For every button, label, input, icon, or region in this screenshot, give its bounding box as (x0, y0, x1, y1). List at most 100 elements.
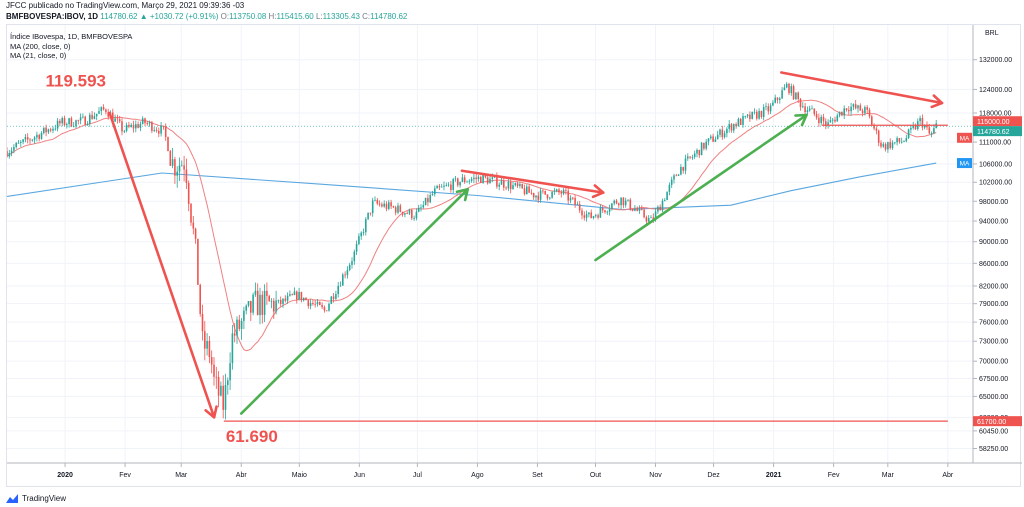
ohlc-line: BMFBOVESPA:IBOV, 1D 114780.62 ▲ +1030.72… (6, 12, 407, 21)
candle-body (611, 203, 613, 209)
candle (210, 350, 213, 374)
candle (687, 153, 689, 161)
candle-body (194, 228, 197, 239)
candle-body (546, 194, 549, 199)
candle-body (93, 116, 96, 119)
candle (733, 123, 735, 134)
candle (790, 83, 793, 96)
ma-tag-bg (957, 158, 972, 169)
candle-body (783, 87, 786, 91)
candle-body (261, 294, 264, 315)
candle-body (555, 189, 558, 192)
candle (447, 182, 450, 187)
candle-body (123, 130, 126, 132)
candle-body (325, 310, 328, 312)
x-tick-label: Jul (413, 472, 422, 479)
candle (91, 111, 93, 120)
candle (845, 108, 848, 112)
candle-body (79, 117, 82, 121)
candle-body (739, 118, 742, 125)
candle-body (491, 177, 494, 179)
candle-body (275, 300, 277, 312)
legend-ma21[interactable]: MA (21, close, 0) (10, 51, 67, 60)
candle-body (148, 122, 151, 124)
candle (693, 150, 696, 160)
candle (273, 298, 275, 320)
candle (383, 200, 385, 208)
candle (118, 115, 121, 124)
chart-area[interactable]: 132000.00 124000.00 118000.00 111000.00 1060… (6, 24, 1022, 488)
candle (834, 116, 836, 123)
candle (650, 215, 652, 219)
candle (728, 120, 730, 133)
candle-body (926, 125, 928, 128)
candle-body (224, 385, 227, 410)
candle (898, 137, 901, 144)
price-chart[interactable]: 132000.00 124000.00 118000.00 111000.00 1060… (7, 25, 1022, 488)
candle (187, 180, 190, 212)
candle (413, 215, 415, 221)
candle (137, 121, 139, 129)
candle (532, 192, 535, 201)
candle-body (220, 385, 222, 396)
candle (868, 107, 871, 119)
close-value: 114780.62 (370, 12, 408, 21)
candle-body (882, 144, 885, 147)
candle (629, 198, 632, 211)
candle (475, 174, 477, 184)
candle (167, 136, 169, 152)
candle-body (532, 192, 535, 198)
candle (151, 120, 153, 134)
candle-body (544, 190, 546, 195)
candle (282, 298, 284, 308)
candle (390, 199, 392, 210)
candle-body (657, 206, 659, 212)
candle-body (187, 182, 190, 204)
candle-body (144, 118, 146, 124)
x-tick-label: Out (590, 472, 601, 479)
x-tick-label: Fev (119, 472, 131, 479)
candle-body (825, 121, 827, 126)
y-tick-label: 102000.00 (979, 180, 1012, 187)
candle-body (583, 215, 586, 218)
candle-body (542, 190, 544, 192)
candle (420, 204, 422, 212)
candle (289, 290, 291, 297)
candle-body (406, 213, 408, 214)
candle (291, 293, 293, 296)
candle (171, 147, 174, 169)
candle-body (139, 123, 142, 128)
candle (595, 213, 597, 218)
candle (417, 204, 420, 213)
grid (7, 25, 973, 463)
candle-body (452, 179, 454, 190)
candle (841, 111, 843, 117)
candle (197, 238, 199, 285)
candle (47, 128, 50, 135)
candle (815, 111, 818, 120)
candle-body (56, 120, 59, 129)
candle-body (907, 129, 910, 138)
candle-body (394, 207, 397, 213)
candle (576, 201, 579, 206)
candle-body (263, 290, 266, 315)
price-label: 114780.62 (973, 126, 1022, 137)
candle (744, 115, 747, 119)
candle-body (167, 137, 169, 152)
candle-body (714, 139, 717, 142)
candle-body (314, 303, 316, 305)
candle-body (420, 207, 422, 209)
candle (526, 184, 528, 195)
candle (783, 84, 786, 91)
candle-body (578, 204, 581, 211)
moving-averages (7, 99, 937, 352)
candle-body (199, 284, 201, 314)
candle-body (500, 180, 503, 185)
candle (806, 106, 809, 115)
ma-tag-text: MA (960, 161, 970, 168)
candle (388, 199, 390, 211)
candle (882, 142, 885, 148)
candle (208, 336, 211, 364)
candle-body (321, 305, 323, 308)
legend-ma200[interactable]: MA (200, close, 0) (10, 41, 71, 51)
